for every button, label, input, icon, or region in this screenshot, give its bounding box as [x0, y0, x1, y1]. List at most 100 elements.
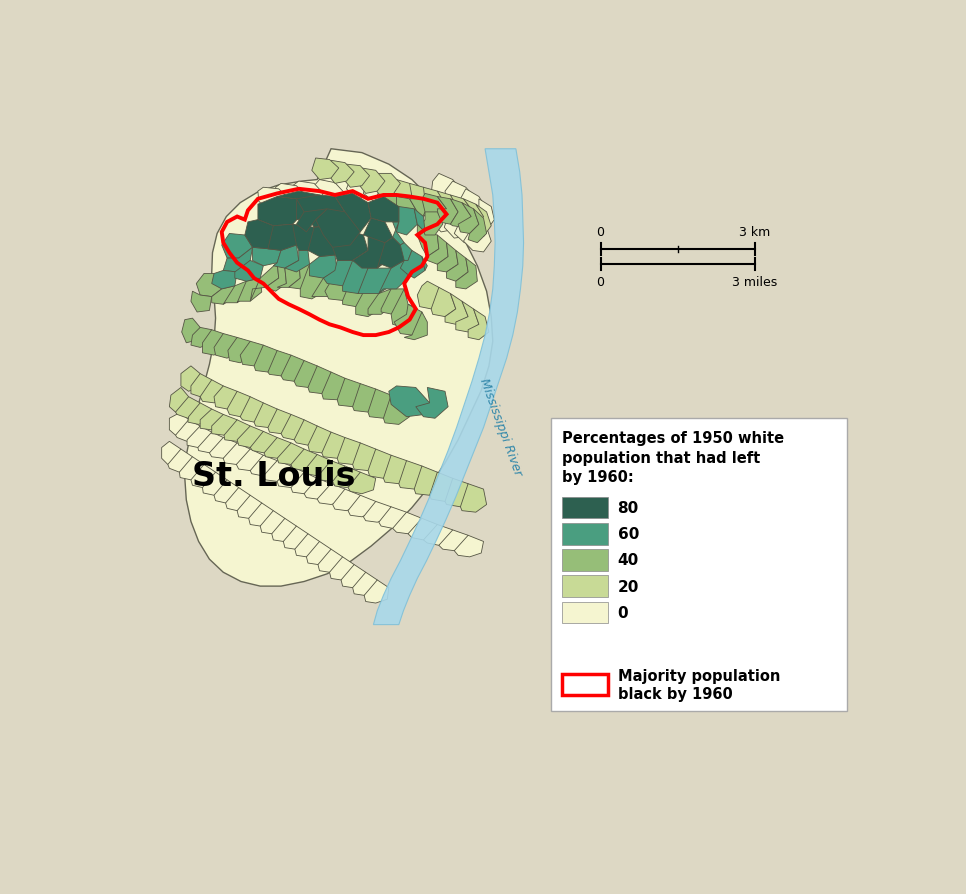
Polygon shape: [355, 284, 382, 317]
Polygon shape: [343, 276, 370, 308]
FancyBboxPatch shape: [562, 602, 609, 623]
Polygon shape: [394, 243, 412, 261]
Polygon shape: [458, 204, 479, 234]
Polygon shape: [271, 519, 297, 542]
Polygon shape: [450, 199, 471, 228]
Polygon shape: [332, 490, 360, 511]
Polygon shape: [469, 199, 495, 232]
Polygon shape: [200, 380, 225, 403]
Polygon shape: [335, 194, 371, 232]
Text: Percentages of 1950 white
population that had left
by 1960:: Percentages of 1950 white population tha…: [562, 430, 784, 485]
Polygon shape: [341, 565, 366, 588]
Polygon shape: [382, 290, 407, 315]
Polygon shape: [347, 174, 376, 199]
FancyBboxPatch shape: [562, 497, 609, 519]
Polygon shape: [431, 288, 456, 317]
Polygon shape: [176, 420, 200, 442]
Polygon shape: [264, 438, 291, 459]
Polygon shape: [464, 223, 492, 253]
Polygon shape: [235, 261, 264, 282]
Polygon shape: [322, 373, 348, 401]
Polygon shape: [464, 199, 485, 230]
Polygon shape: [363, 502, 391, 523]
Polygon shape: [312, 159, 339, 181]
Polygon shape: [318, 550, 343, 573]
Polygon shape: [294, 361, 320, 388]
Polygon shape: [294, 420, 320, 446]
Polygon shape: [277, 192, 327, 220]
Polygon shape: [289, 261, 312, 290]
Polygon shape: [191, 465, 215, 488]
Polygon shape: [456, 302, 479, 333]
Polygon shape: [379, 507, 407, 528]
Text: St. Louis: St. Louis: [191, 460, 355, 493]
Polygon shape: [283, 527, 308, 550]
Polygon shape: [374, 149, 524, 625]
Polygon shape: [469, 309, 489, 341]
Polygon shape: [308, 426, 332, 453]
Polygon shape: [223, 282, 248, 305]
Polygon shape: [438, 243, 458, 273]
Polygon shape: [273, 246, 298, 269]
Polygon shape: [304, 479, 331, 500]
Polygon shape: [214, 386, 239, 409]
Polygon shape: [458, 190, 487, 220]
Polygon shape: [214, 334, 239, 358]
Polygon shape: [212, 286, 235, 305]
Polygon shape: [223, 248, 252, 273]
Polygon shape: [400, 251, 425, 279]
Polygon shape: [384, 456, 410, 485]
Polygon shape: [392, 207, 417, 236]
Polygon shape: [399, 461, 425, 490]
Polygon shape: [391, 290, 417, 328]
Polygon shape: [446, 251, 469, 282]
Polygon shape: [353, 236, 391, 269]
Polygon shape: [277, 261, 300, 288]
Polygon shape: [318, 461, 345, 482]
Polygon shape: [427, 236, 448, 265]
Polygon shape: [191, 328, 212, 348]
Polygon shape: [237, 279, 262, 303]
Polygon shape: [244, 220, 285, 249]
Polygon shape: [324, 261, 355, 286]
Polygon shape: [241, 342, 266, 367]
Polygon shape: [325, 271, 355, 301]
Polygon shape: [414, 467, 440, 495]
Text: 0: 0: [617, 605, 628, 620]
Polygon shape: [191, 291, 212, 313]
Polygon shape: [258, 198, 304, 226]
Polygon shape: [291, 450, 317, 471]
Polygon shape: [306, 542, 331, 565]
Polygon shape: [212, 415, 237, 435]
Polygon shape: [444, 209, 473, 239]
FancyBboxPatch shape: [562, 550, 609, 571]
Polygon shape: [250, 432, 277, 453]
Polygon shape: [285, 251, 309, 273]
Text: 60: 60: [617, 527, 639, 542]
Text: 20: 20: [617, 579, 639, 594]
Polygon shape: [314, 181, 345, 207]
Polygon shape: [461, 485, 487, 512]
Polygon shape: [187, 426, 212, 448]
Polygon shape: [417, 198, 446, 226]
Polygon shape: [293, 181, 324, 207]
Polygon shape: [394, 305, 423, 336]
Polygon shape: [203, 473, 227, 495]
Polygon shape: [364, 580, 389, 603]
Polygon shape: [254, 346, 279, 373]
Polygon shape: [169, 388, 188, 413]
Polygon shape: [277, 443, 304, 465]
Polygon shape: [404, 192, 433, 219]
Polygon shape: [169, 413, 188, 435]
Polygon shape: [277, 467, 304, 488]
Polygon shape: [407, 184, 433, 213]
Polygon shape: [417, 225, 439, 257]
Polygon shape: [363, 176, 392, 202]
Polygon shape: [250, 456, 277, 477]
Polygon shape: [368, 290, 394, 315]
Polygon shape: [419, 188, 446, 219]
Polygon shape: [308, 367, 332, 394]
Polygon shape: [316, 209, 360, 248]
Polygon shape: [228, 338, 252, 363]
FancyBboxPatch shape: [562, 576, 609, 597]
